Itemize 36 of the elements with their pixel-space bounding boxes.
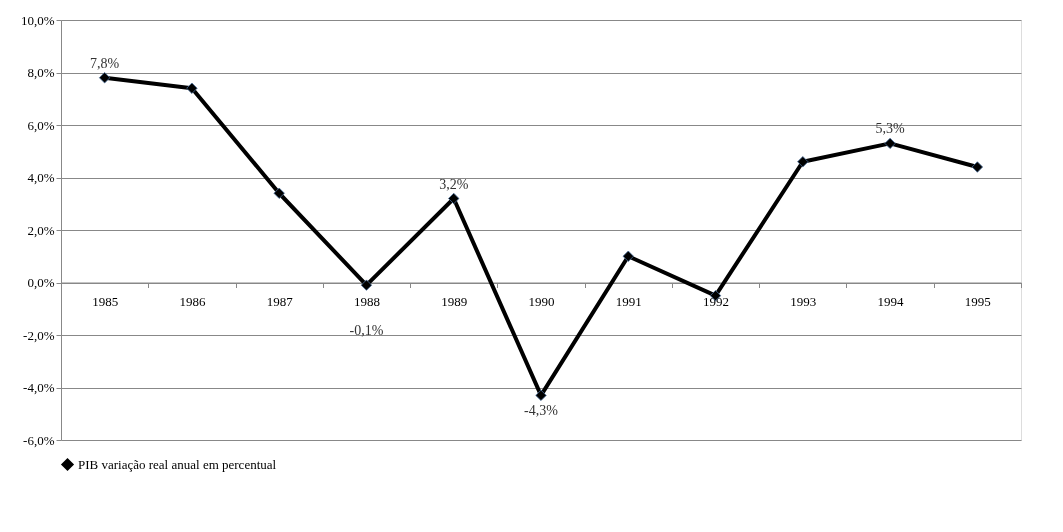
x-tick-label: 1988 [353,294,380,309]
data-label: -4,3% [524,403,559,419]
point [971,161,984,173]
y-tick-label: -2,0% [23,327,55,343]
point [448,192,460,205]
point [622,250,634,262]
y-tick-label: 2,0% [27,222,55,238]
data-label: -0,1% [349,322,384,338]
y-tick-label: 10,0% [20,12,55,28]
point [884,137,896,150]
x-tick-label: 1993 [790,294,817,309]
x-tick-label: 1991 [615,294,642,309]
y-tick-label: 6,0% [27,117,55,133]
legend-label: PIB variação real anual em percentual [78,456,277,472]
x-tick-label: 1985 [92,294,119,309]
point [98,72,111,84]
x-tick-label: 1995 [964,294,991,309]
data-label: 7,8% [90,55,120,71]
point [535,389,547,402]
x-tick-label: 1992 [703,294,730,309]
point [186,82,198,94]
y-tick-label: 8,0% [27,65,55,80]
point [360,279,373,291]
x-tick-label: 1987 [266,294,294,309]
data-label: 3,2% [439,176,469,192]
point [273,187,285,199]
y-tick-label: -4,0% [23,380,55,395]
point [797,156,809,168]
x-tick-label: 1989 [441,294,468,309]
x-tick-label: 1986 [179,294,206,309]
y-tick-label: 0,0% [27,275,55,290]
x-tick-label: 1990 [528,294,555,309]
data-label: 5,3% [875,121,905,137]
y-tick-label: 4,0% [27,170,55,185]
x-tick-label: 1994 [877,294,905,309]
y-tick-label: -6,0% [23,432,55,448]
